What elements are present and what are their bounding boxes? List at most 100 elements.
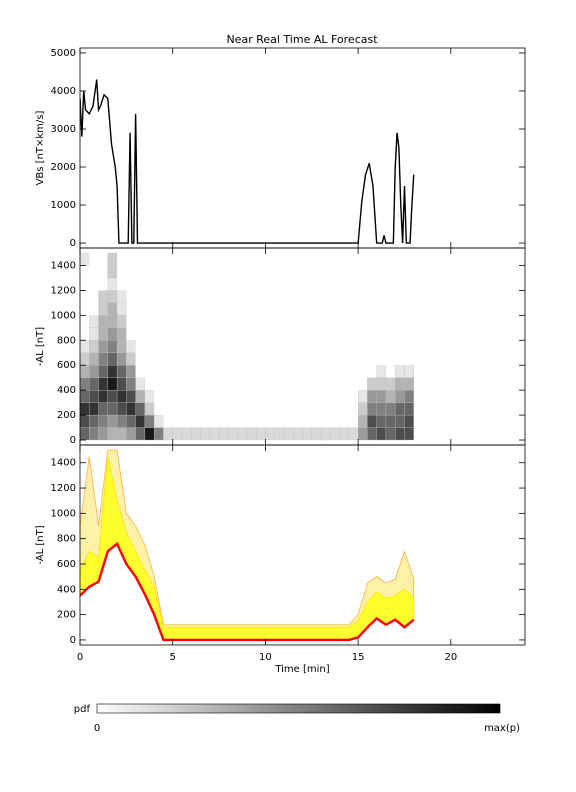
heat-cell	[367, 315, 377, 328]
heat-cell	[376, 365, 387, 378]
heat-cell	[385, 402, 396, 416]
heat-cell	[163, 415, 173, 428]
heat-cell	[116, 315, 127, 328]
heat-cell	[404, 365, 414, 378]
heat-cell	[209, 415, 220, 428]
heat-cell	[144, 327, 155, 341]
heat-cell	[376, 265, 386, 278]
area-band	[80, 456, 415, 641]
heat-cell	[330, 327, 340, 341]
heat-cell	[200, 365, 210, 378]
heat-cell	[302, 390, 312, 403]
heat-cell	[117, 252, 127, 266]
heat-cell	[200, 352, 210, 366]
heat-cell	[107, 427, 118, 441]
heat-cell	[395, 414, 405, 428]
heat-cell	[376, 327, 386, 341]
heat-cell	[302, 252, 312, 266]
heat-cell	[181, 252, 192, 266]
heat-cell	[154, 252, 164, 266]
heat-cell	[339, 302, 349, 316]
heat-cell	[367, 402, 377, 416]
heat-cell	[163, 352, 173, 366]
heat-cell	[321, 290, 331, 303]
heat-cell	[339, 365, 349, 378]
heat-cell	[376, 277, 386, 291]
heat-cell	[367, 427, 377, 441]
heat-cell	[172, 415, 182, 428]
heat-cell	[228, 415, 238, 428]
heat-cell	[126, 402, 136, 416]
heat-cell	[163, 340, 173, 353]
heat-cell	[283, 390, 294, 403]
heat-cell	[293, 340, 303, 353]
heat-cell	[246, 302, 257, 316]
heat-cell	[330, 252, 340, 266]
heat-cell	[228, 402, 238, 416]
heat-cell	[219, 352, 229, 366]
heat-cell	[237, 427, 248, 441]
heat-cell	[293, 365, 303, 378]
heat-cell	[256, 327, 266, 341]
heat-cell	[237, 402, 247, 416]
heat-cell	[293, 377, 303, 391]
plot-area	[80, 252, 414, 441]
heat-cell	[274, 352, 284, 366]
heat-cell	[237, 390, 247, 403]
heat-cell	[181, 265, 192, 278]
heat-cell	[154, 290, 164, 303]
heat-cell	[339, 415, 349, 428]
plot-area	[80, 79, 415, 244]
y-tick-label: 1400	[51, 260, 76, 271]
heat-cell	[385, 315, 396, 328]
heat-cell	[80, 302, 90, 316]
heat-cell	[116, 427, 127, 441]
y-tick-label: 3000	[51, 124, 76, 135]
heat-cell	[311, 390, 322, 403]
heat-cell	[274, 252, 284, 266]
heat-cell	[385, 340, 396, 353]
heat-cell	[126, 427, 136, 441]
heat-cell	[348, 327, 359, 341]
heat-cell	[89, 402, 99, 416]
heat-cell	[144, 265, 155, 278]
heat-cell	[117, 265, 127, 278]
heat-cell	[209, 315, 220, 328]
heat-cell	[385, 414, 396, 428]
heat-cell	[181, 277, 192, 291]
heat-cell	[256, 365, 266, 378]
heat-cell	[376, 352, 386, 366]
heat-cell	[209, 427, 220, 441]
heat-cell	[209, 327, 220, 341]
heat-cell	[107, 277, 118, 291]
heat-cell	[283, 277, 294, 291]
heat-cell	[181, 352, 192, 366]
heat-cell	[330, 427, 340, 441]
heat-cell	[274, 277, 284, 291]
heat-cell	[135, 414, 146, 428]
heat-cell	[163, 265, 173, 278]
heat-cell	[163, 315, 173, 328]
heat-cell	[357, 389, 368, 403]
heat-cell	[348, 252, 359, 266]
heat-cell	[135, 302, 145, 316]
heat-cell	[191, 352, 201, 366]
heat-cell	[385, 252, 396, 266]
heat-cell	[144, 340, 155, 353]
heat-cell	[172, 377, 182, 391]
heat-cell	[330, 277, 340, 291]
heat-cell	[107, 402, 118, 416]
heat-cell	[348, 415, 359, 428]
heat-cell	[283, 365, 294, 378]
heat-cell	[228, 327, 238, 341]
heat-cell	[283, 415, 294, 428]
heat-cell	[404, 389, 414, 403]
heat-cell	[321, 390, 331, 403]
heat-cell	[172, 352, 182, 366]
heat-cell	[80, 414, 90, 428]
heat-cell	[98, 290, 108, 304]
heat-cell	[404, 252, 414, 266]
heat-cell	[293, 302, 303, 316]
heat-cell	[385, 389, 396, 403]
